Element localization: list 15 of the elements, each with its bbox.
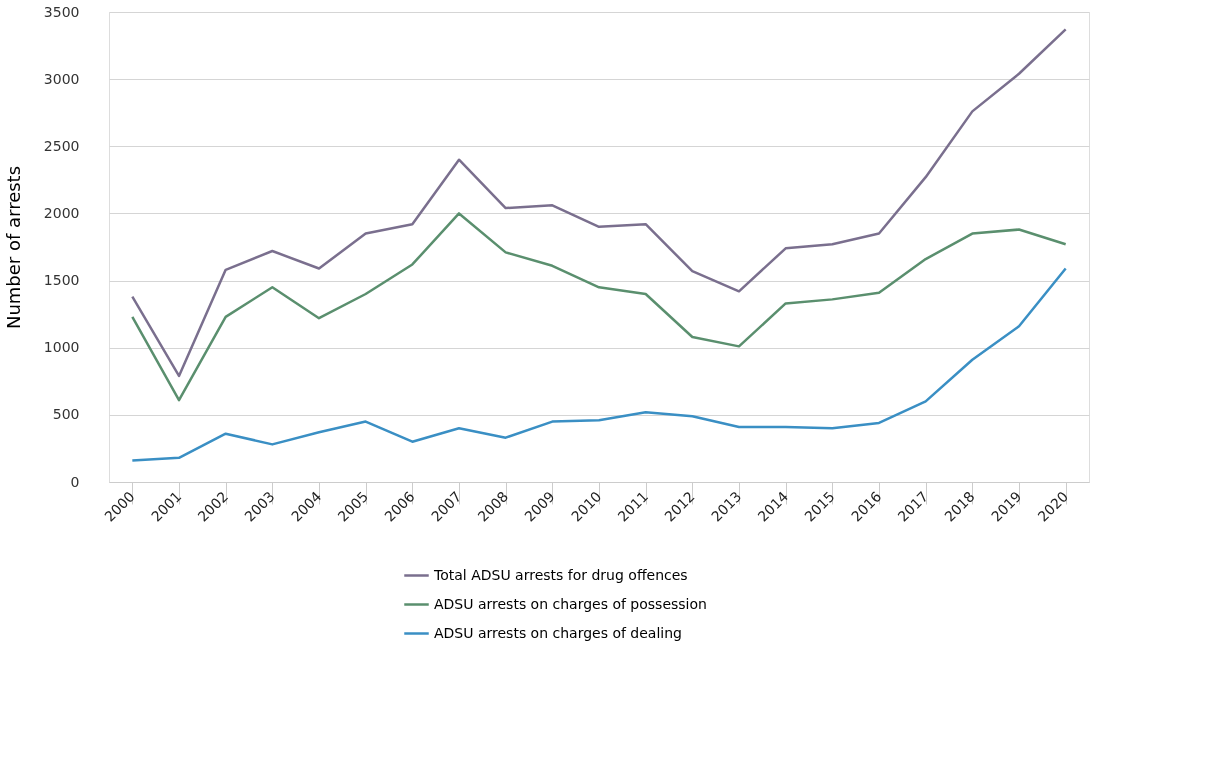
y-tick-label: 1500 [43, 272, 80, 289]
y-tick-label: 3500 [43, 3, 80, 20]
legend-label: ADSU arrests on charges of possession [434, 595, 707, 612]
line-series [131, 267, 1067, 462]
y-tick-label: 3000 [43, 70, 80, 87]
y-tick-label: 0 [70, 473, 80, 490]
y-axis-title: Number of arrests [2, 165, 24, 330]
line-series [131, 212, 1067, 402]
legend-label: Total ADSU arrests for drug offences [433, 566, 688, 583]
legend-label: ADSU arrests on charges of dealing [434, 624, 682, 641]
y-tick-label: 2000 [43, 204, 80, 221]
y-tick-label: 1000 [43, 339, 80, 356]
line-series [131, 28, 1067, 378]
y-tick-label: 2500 [43, 137, 80, 154]
y-tick-label: 500 [52, 406, 80, 423]
